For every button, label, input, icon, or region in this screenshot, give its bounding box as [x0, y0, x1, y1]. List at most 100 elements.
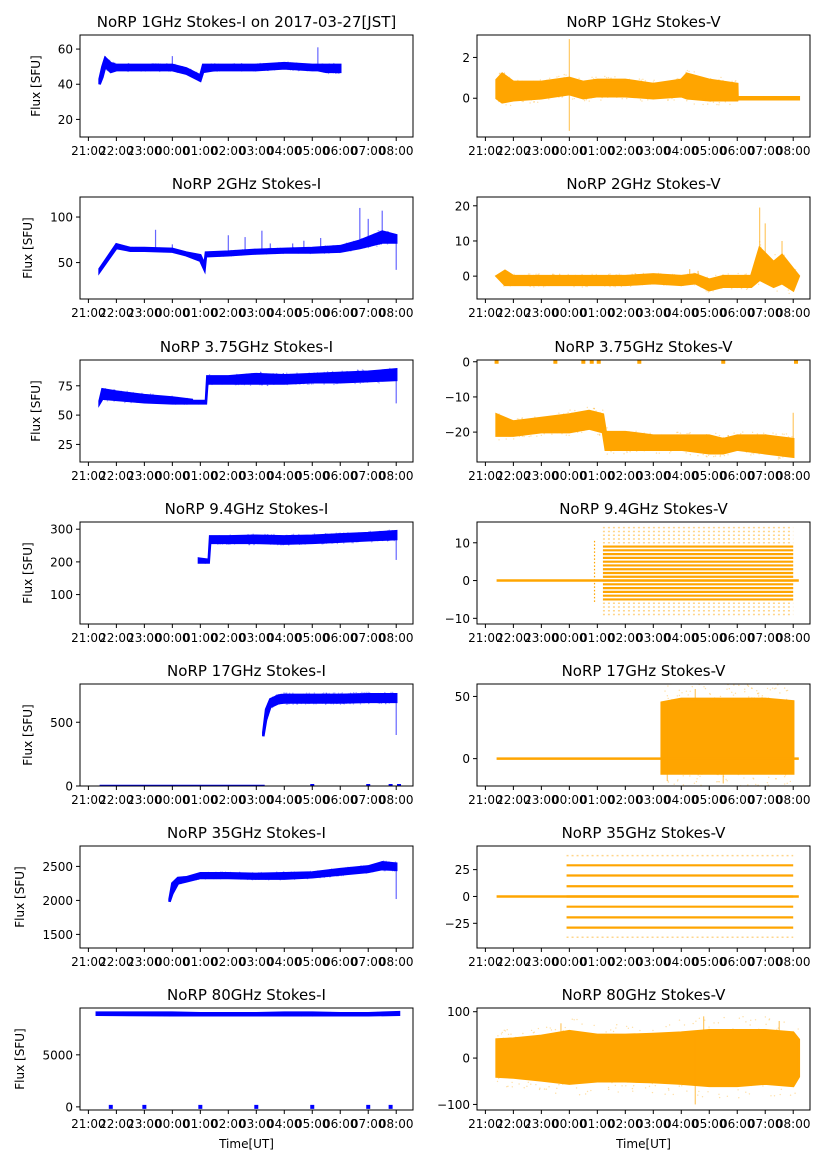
data-point — [208, 872, 210, 874]
data-point — [713, 1022, 715, 1024]
data-point — [267, 69, 269, 72]
data-point — [168, 70, 170, 72]
data-point — [335, 72, 337, 74]
data-point — [391, 1014, 393, 1016]
data-point — [586, 1090, 589, 1093]
data-point — [190, 69, 192, 71]
data-point — [384, 869, 386, 872]
data-point — [676, 695, 679, 697]
data-point — [367, 701, 369, 703]
data-point — [287, 61, 289, 63]
data-point — [763, 681, 764, 682]
data-point — [642, 272, 645, 275]
x-tick-label: 07:00 — [351, 955, 386, 969]
data-point — [152, 393, 154, 396]
data-point — [778, 283, 781, 286]
data-point — [268, 247, 270, 250]
data-point — [344, 873, 347, 876]
x-tick-label: 06:00 — [323, 955, 358, 969]
data-point — [359, 692, 362, 695]
data-point — [559, 274, 561, 276]
data-point — [766, 781, 769, 784]
x-tick-label: 07:00 — [748, 955, 783, 969]
data-point — [680, 284, 682, 287]
data-point — [153, 64, 155, 66]
x-tick-label: 21:00 — [71, 631, 106, 645]
data-point — [392, 691, 394, 694]
data-point — [257, 542, 259, 545]
x-tick-label: 01:00 — [580, 631, 615, 645]
data-point — [106, 400, 109, 402]
data-point — [609, 285, 611, 288]
data-point — [346, 541, 349, 543]
data-point — [704, 288, 706, 290]
data-point — [267, 69, 270, 71]
plot-area — [98, 47, 342, 85]
data-point — [592, 410, 595, 413]
data-point — [363, 865, 365, 867]
data-point — [324, 702, 326, 704]
data-point — [676, 431, 678, 434]
x-tick-label: 03:00 — [239, 306, 274, 320]
data-point — [262, 253, 264, 255]
data-point — [150, 1014, 152, 1017]
data-point — [563, 73, 565, 76]
x-tick-label: 08:00 — [776, 306, 811, 320]
data-point — [562, 284, 564, 287]
data-point — [277, 247, 280, 250]
data-point — [497, 274, 499, 276]
y-tick-label: 0 — [462, 92, 470, 106]
data-point — [333, 1012, 336, 1014]
data-point — [347, 866, 349, 869]
data-point — [258, 63, 261, 65]
data-point — [498, 413, 500, 415]
data-point — [230, 542, 232, 545]
data-point — [763, 98, 766, 101]
data-point — [548, 1086, 550, 1088]
data-point — [171, 883, 173, 886]
data-point — [253, 1012, 255, 1014]
data-point — [533, 101, 535, 103]
data-point — [292, 692, 294, 694]
data-point — [639, 99, 642, 101]
data-point — [304, 543, 306, 545]
data-point — [642, 1081, 644, 1083]
data-point — [222, 255, 225, 257]
data-point — [391, 538, 393, 540]
data-point — [192, 1012, 194, 1014]
y-tick-label: 25 — [58, 438, 73, 452]
data-point — [319, 372, 321, 375]
axes-frame — [79, 196, 414, 300]
data-point — [218, 1014, 221, 1017]
data-point — [785, 433, 788, 435]
data-point — [677, 77, 679, 80]
data-point — [740, 287, 743, 290]
data-point — [111, 390, 113, 392]
data-point — [173, 70, 175, 72]
x-tick-label: 06:00 — [323, 793, 358, 807]
data-point — [287, 543, 290, 546]
data-point — [351, 542, 353, 544]
data-point — [109, 1014, 111, 1016]
data-point — [721, 274, 724, 276]
data-point — [601, 431, 603, 434]
data-point — [274, 878, 277, 880]
data-point — [769, 689, 772, 691]
data-point — [579, 96, 581, 99]
data-point — [156, 1014, 159, 1017]
data-point — [522, 100, 525, 103]
data-point — [535, 432, 537, 435]
x-tick-label: 22:00 — [496, 469, 531, 483]
data-point — [302, 69, 305, 71]
data-point — [363, 691, 365, 694]
x-tick-label: 05:00 — [692, 631, 727, 645]
data-point — [561, 95, 564, 98]
data-point — [385, 860, 387, 863]
x-tick-label: 22:00 — [496, 306, 531, 320]
data-point — [731, 691, 733, 694]
data-point — [217, 63, 220, 66]
data-point — [246, 877, 248, 880]
data-point — [769, 681, 770, 682]
data-point — [151, 1011, 153, 1014]
data-point — [274, 252, 276, 254]
